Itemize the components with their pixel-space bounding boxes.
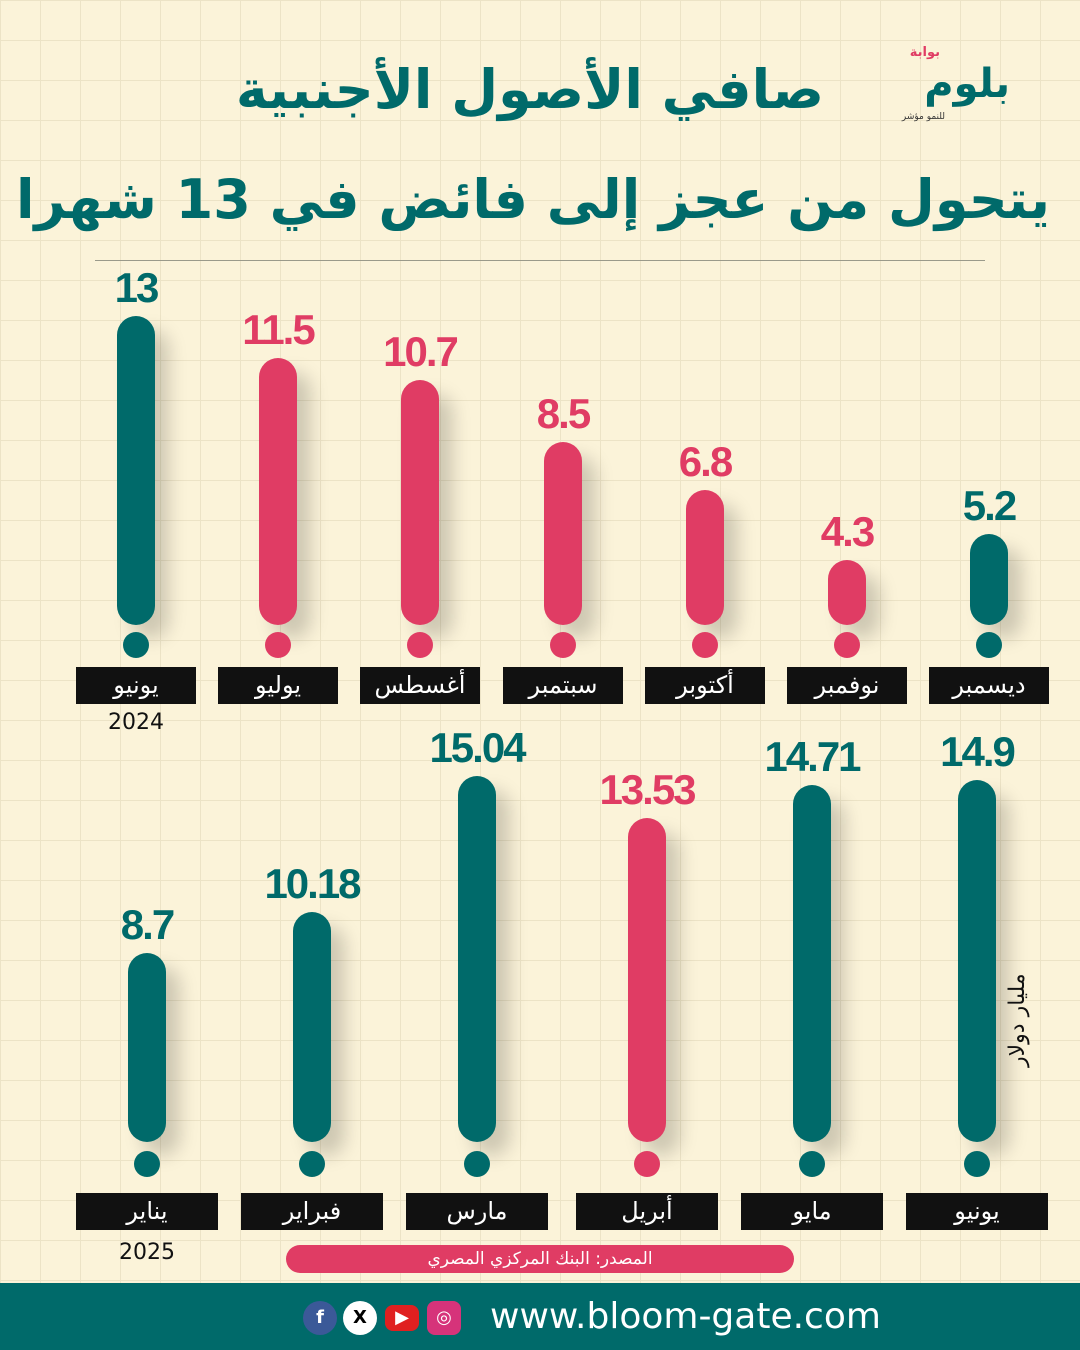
bar-dot xyxy=(464,1151,490,1177)
category-label: مايو xyxy=(741,1193,883,1230)
bar xyxy=(686,489,724,625)
bar xyxy=(958,779,996,1142)
category-label: سبتمبر xyxy=(503,667,623,704)
value-label: 14.71 xyxy=(764,733,861,781)
bar xyxy=(117,316,155,625)
value-label: 8.5 xyxy=(536,390,591,437)
value-label: 8.7 xyxy=(120,901,175,949)
logo-main: بلوم xyxy=(924,61,1010,107)
year-label: 2024 xyxy=(108,710,164,735)
value-label: 14.9 xyxy=(940,727,1016,775)
category-label: ديسمبر xyxy=(929,667,1049,704)
bar-dot xyxy=(834,632,860,658)
bar xyxy=(458,775,496,1142)
facebook-icon[interactable]: f xyxy=(303,1301,337,1335)
divider xyxy=(95,260,985,261)
bar xyxy=(293,911,331,1142)
bar xyxy=(628,818,666,1142)
website-url[interactable]: www.bloom-gate.com xyxy=(490,1296,881,1337)
value-label: 13.53 xyxy=(599,766,696,814)
logo: بوابة بلوم للنمو مؤشر xyxy=(880,45,1020,130)
category-label: نوفمبر xyxy=(787,667,907,704)
youtube-icon[interactable]: ▶ xyxy=(385,1305,419,1331)
category-label: يونيو xyxy=(76,667,196,704)
value-label: 13 xyxy=(114,264,160,311)
category-label: يوليو xyxy=(218,667,338,704)
bar-dot xyxy=(134,1151,160,1177)
bar-dot xyxy=(692,632,718,658)
value-label: 11.5 xyxy=(242,306,315,353)
bar xyxy=(401,380,439,625)
bar-dot xyxy=(550,632,576,658)
category-label: أغسطس xyxy=(360,667,480,704)
title-line-2: يتحول من عجز إلى فائض في 13 شهرا xyxy=(16,168,1050,231)
title-line-1: صافي الأصول الأجنبية xyxy=(235,58,825,121)
bar-dot xyxy=(964,1151,990,1177)
bar xyxy=(259,358,297,625)
bar xyxy=(128,953,166,1142)
bar xyxy=(544,442,582,625)
logo-sub: للنمو مؤشر xyxy=(901,112,945,122)
category-label: فبراير xyxy=(241,1193,383,1230)
value-label: 10.18 xyxy=(264,859,361,907)
bar-dot xyxy=(799,1151,825,1177)
source-label: المصدر: البنك المركزي المصري xyxy=(286,1245,794,1273)
value-label: 6.8 xyxy=(678,437,733,485)
unit-label: مليار دولار xyxy=(1005,973,1030,1067)
category-label: أكتوبر xyxy=(645,667,765,704)
bar-dot xyxy=(407,632,433,658)
x-icon[interactable]: X xyxy=(343,1301,377,1335)
logo-top: بوابة xyxy=(909,45,940,60)
footer xyxy=(0,1283,1080,1350)
value-label: 15.04 xyxy=(429,723,526,771)
value-label: 10.7 xyxy=(383,328,459,376)
bar-dot xyxy=(976,632,1002,658)
bar xyxy=(970,534,1008,625)
value-label: 4.3 xyxy=(820,507,875,555)
year-label: 2025 xyxy=(119,1240,175,1265)
category-label: أبريل xyxy=(576,1193,718,1230)
category-label: يونيو xyxy=(906,1193,1048,1230)
category-label: يناير xyxy=(76,1193,218,1230)
category-label: مارس xyxy=(406,1193,548,1230)
bar-dot xyxy=(265,632,291,658)
bar-dot xyxy=(634,1151,660,1177)
bar-dot xyxy=(123,632,149,658)
bar xyxy=(793,785,831,1142)
bar xyxy=(828,559,866,625)
instagram-icon[interactable]: ◎ xyxy=(427,1301,461,1335)
bar-dot xyxy=(299,1151,325,1177)
value-label: 5.2 xyxy=(962,482,1017,530)
